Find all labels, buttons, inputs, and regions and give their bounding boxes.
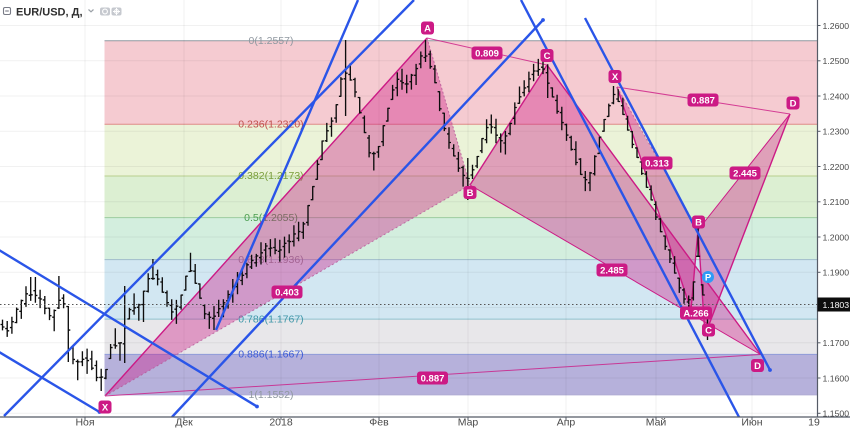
- svg-text:0.786(1.1767): 0.786(1.1767): [238, 313, 303, 325]
- svg-text:Мар: Мар: [458, 417, 479, 429]
- svg-text:0.886(1.1667): 0.886(1.1667): [238, 349, 303, 361]
- svg-text:Май: Май: [646, 417, 667, 429]
- svg-text:2.445: 2.445: [733, 168, 757, 179]
- svg-text:A: A: [424, 23, 431, 34]
- svg-text:Дек: Дек: [175, 417, 193, 429]
- svg-text:0(1.2557): 0(1.2557): [249, 35, 294, 47]
- svg-text:2018: 2018: [269, 417, 293, 429]
- svg-text:0.313: 0.313: [645, 158, 669, 169]
- svg-text:A.266: A.266: [683, 308, 708, 319]
- svg-text:D: D: [754, 361, 761, 372]
- svg-text:Июн: Июн: [741, 417, 762, 429]
- svg-text:1.2400: 1.2400: [823, 91, 850, 101]
- svg-text:1.2500: 1.2500: [823, 56, 850, 66]
- svg-text:B: B: [467, 188, 474, 199]
- svg-text:1.2300: 1.2300: [823, 127, 850, 137]
- svg-text:Фев: Фев: [369, 417, 389, 429]
- svg-text:1.1700: 1.1700: [823, 338, 850, 348]
- svg-text:C: C: [705, 325, 712, 336]
- svg-text:1.1803: 1.1803: [823, 300, 850, 310]
- svg-text:0.887: 0.887: [421, 373, 445, 384]
- svg-text:0.5(1.2055): 0.5(1.2055): [244, 212, 298, 224]
- svg-text:Апр: Апр: [557, 417, 576, 429]
- svg-text:0.403: 0.403: [275, 287, 299, 298]
- svg-text:EUR/USD, Д,: EUR/USD, Д,: [16, 6, 83, 18]
- svg-text:1(1.1552): 1(1.1552): [249, 389, 294, 401]
- svg-text:1.1900: 1.1900: [823, 268, 850, 278]
- svg-text:19: 19: [808, 417, 820, 429]
- svg-text:D: D: [790, 98, 797, 109]
- svg-text:Ноя: Ноя: [75, 417, 94, 429]
- svg-text:B: B: [695, 217, 702, 228]
- svg-text:1.2600: 1.2600: [823, 21, 850, 31]
- svg-text:0.887: 0.887: [691, 95, 715, 106]
- svg-text:C: C: [544, 51, 551, 62]
- svg-text:1.1600: 1.1600: [823, 373, 850, 383]
- svg-text:X: X: [102, 402, 109, 413]
- svg-text:1.2000: 1.2000: [823, 232, 850, 242]
- svg-text:1.2100: 1.2100: [823, 197, 850, 207]
- svg-text:2.485: 2.485: [600, 265, 624, 276]
- svg-text:1.1500: 1.1500: [823, 409, 850, 419]
- svg-text:0.382(1.2173): 0.382(1.2173): [238, 170, 303, 182]
- svg-text:X: X: [612, 72, 619, 83]
- svg-text:0.809: 0.809: [475, 48, 499, 59]
- svg-text:P: P: [705, 273, 712, 284]
- svg-text:1.2200: 1.2200: [823, 162, 850, 172]
- svg-text:0.236(1.2320): 0.236(1.2320): [238, 118, 303, 130]
